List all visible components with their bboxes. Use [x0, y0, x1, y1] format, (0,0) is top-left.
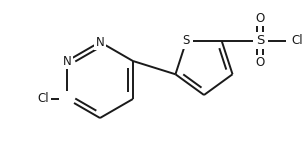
Text: N: N	[95, 35, 104, 49]
Text: O: O	[255, 56, 265, 69]
Text: Cl: Cl	[291, 34, 303, 47]
Text: O: O	[255, 12, 265, 25]
Text: N: N	[63, 55, 72, 67]
Text: S: S	[183, 34, 190, 47]
Text: S: S	[256, 34, 264, 47]
Text: Cl: Cl	[37, 92, 49, 106]
